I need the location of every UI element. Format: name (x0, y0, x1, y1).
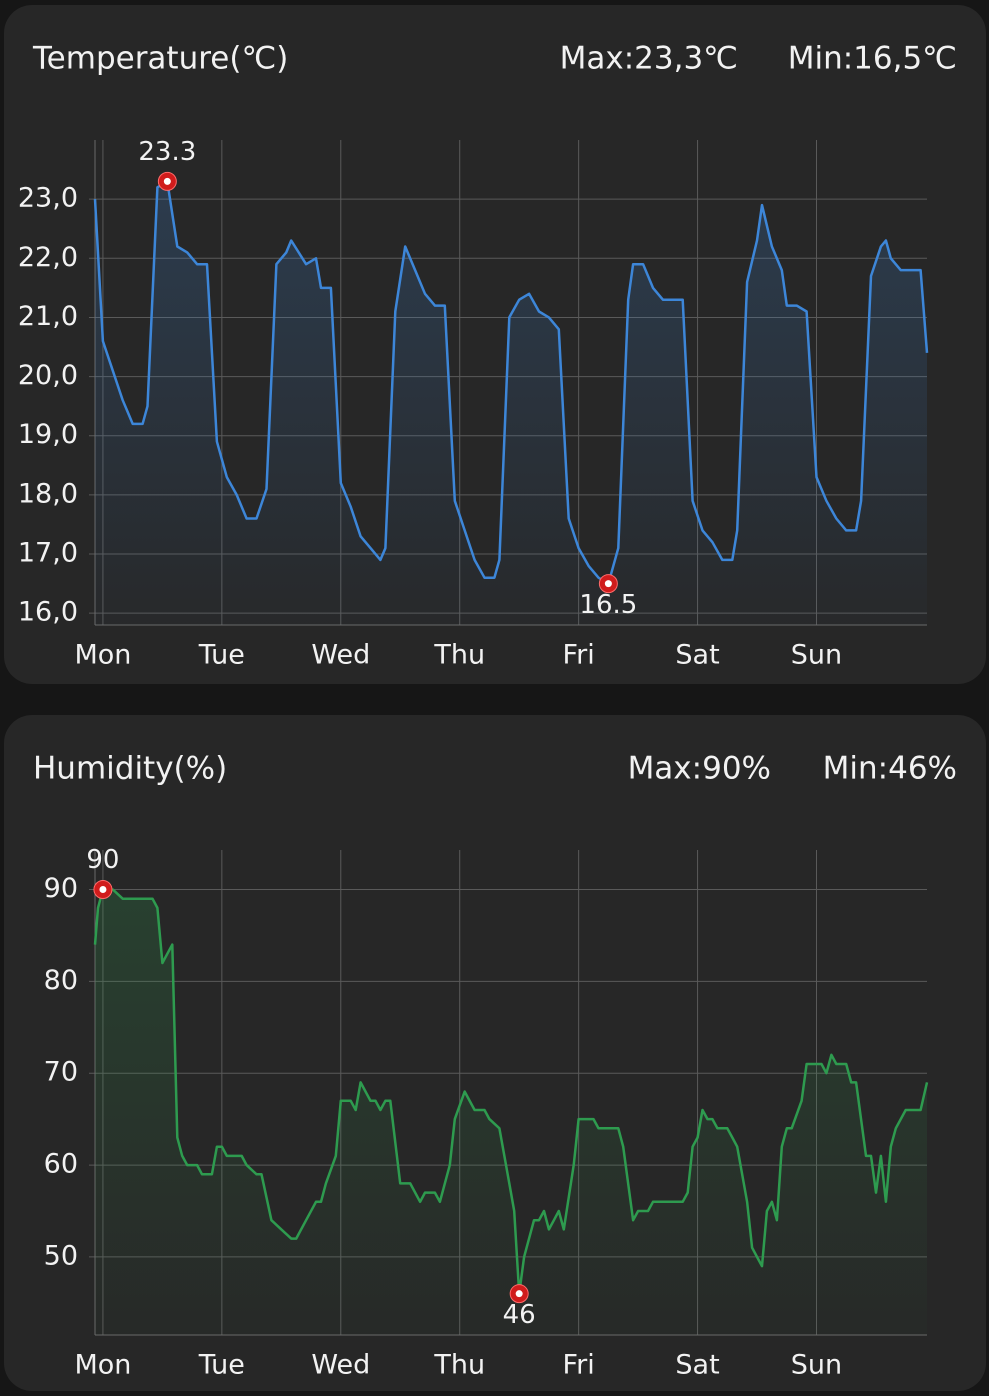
max-label: Max:90% (628, 751, 771, 787)
chart-title: Humidity(%) (33, 751, 227, 787)
x-tick-label: Sat (675, 640, 719, 671)
x-tick-label: Thu (433, 1350, 485, 1381)
max-label: Max:23,3℃ (560, 41, 738, 77)
y-tick-label: 16,0 (18, 597, 78, 628)
x-tick-label: Fri (563, 640, 595, 671)
x-tick-label: Mon (74, 640, 131, 671)
area (95, 889, 927, 1335)
x-tick-label: Tue (198, 640, 245, 671)
x-tick-label: Wed (311, 1350, 370, 1381)
y-tick-label: 22,0 (18, 242, 78, 273)
x-tick-label: Thu (433, 640, 485, 671)
x-tick-label: Sun (791, 1350, 842, 1381)
x-tick-label: Sat (675, 1350, 719, 1381)
y-tick-label: 19,0 (18, 419, 78, 450)
chart-title: Temperature(℃) (32, 41, 288, 77)
y-tick-label: 20,0 (18, 360, 78, 391)
annotation-label: 23.3 (138, 137, 196, 167)
annotation-label: 16.5 (579, 590, 637, 620)
area (95, 181, 927, 625)
marker-center (99, 885, 107, 893)
line (93, 180, 929, 585)
x-tick-label: Mon (74, 1350, 131, 1381)
x-tick-label: Tue (198, 1350, 245, 1381)
marker-center (604, 580, 612, 588)
line (93, 888, 929, 1295)
annotation-label: 90 (86, 845, 119, 875)
x-tick-label: Sun (791, 640, 842, 671)
y-tick-label: 90 (44, 873, 78, 904)
y-tick-label: 17,0 (18, 538, 78, 569)
min-label: Min:46% (823, 751, 957, 787)
annotation-label: 46 (503, 1300, 536, 1330)
y-tick-label: 18,0 (18, 478, 78, 509)
y-tick-label: 21,0 (18, 301, 78, 332)
y-tick-label: 50 (44, 1240, 78, 1271)
x-tick-label: Wed (311, 640, 370, 671)
marker-center (515, 1290, 523, 1298)
y-tick-label: 23,0 (18, 183, 78, 214)
marker-center (163, 177, 171, 185)
y-tick-label: 70 (44, 1057, 78, 1088)
min-label: Min:16,5℃ (788, 41, 957, 77)
x-tick-label: Fri (563, 1350, 595, 1381)
y-tick-label: 60 (44, 1149, 78, 1180)
y-tick-label: 80 (44, 965, 78, 996)
